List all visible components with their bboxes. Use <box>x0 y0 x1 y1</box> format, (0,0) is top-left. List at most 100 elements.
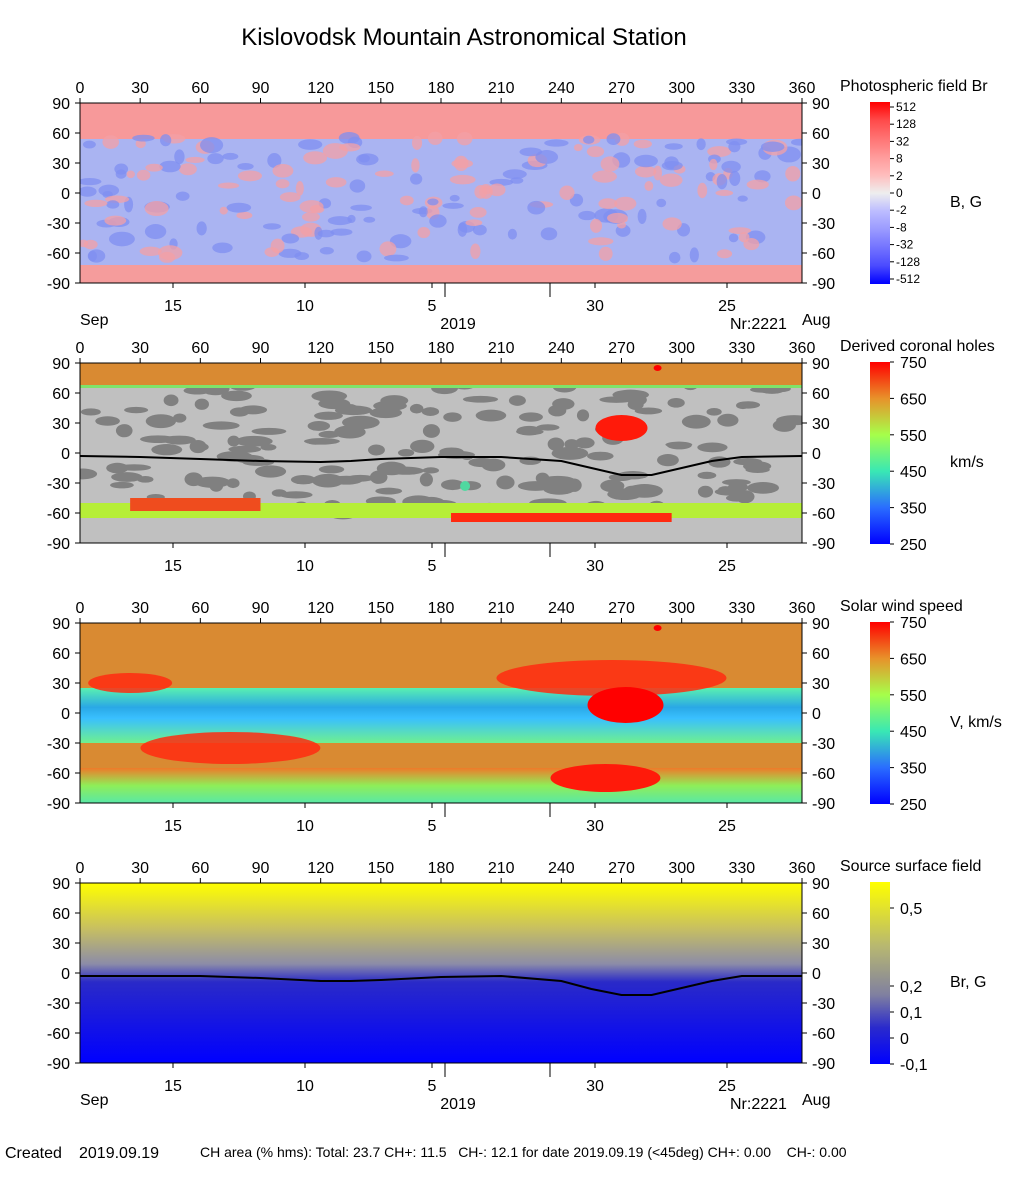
colorbar-tick-label: -2 <box>896 203 907 217</box>
field-patch <box>374 170 394 177</box>
lat-tick-label-left: 30 <box>52 936 70 953</box>
lon-tick-label: 180 <box>428 80 455 97</box>
colorbar-tick-label: -8 <box>896 220 907 234</box>
colorbar-tick-label: 512 <box>896 100 916 114</box>
colorbar-tick-label: -128 <box>896 255 920 269</box>
lat-tick-label-right: -30 <box>812 996 835 1013</box>
field-patch <box>379 241 397 257</box>
lat-tick-label-right: 0 <box>812 966 821 983</box>
small-coronal-hole <box>460 481 471 491</box>
unipolar-patch <box>440 479 465 491</box>
unipolar-patch <box>475 409 507 422</box>
lat-tick-label-right: -90 <box>812 276 835 293</box>
unipolar-patch <box>314 411 343 420</box>
field-patch <box>662 217 682 231</box>
colorbar-tick-label: 0,2 <box>900 979 922 996</box>
lat-tick-label-left: 90 <box>52 876 70 893</box>
unipolar-patch <box>388 466 424 475</box>
lat-tick-label-left: -30 <box>47 736 70 753</box>
lon-tick-label: 300 <box>668 860 695 877</box>
south-hole-fast <box>130 498 261 511</box>
lat-tick-label-right: 90 <box>812 616 830 633</box>
field-patch <box>472 224 487 236</box>
field-patch <box>82 140 96 149</box>
field-patch <box>569 193 584 207</box>
date-tick-label: 5 <box>428 1078 437 1095</box>
field-patch <box>80 239 89 248</box>
field-patch <box>784 195 802 211</box>
unipolar-patch <box>368 444 385 456</box>
field-patch <box>429 214 447 228</box>
field-patch <box>465 219 483 227</box>
field-patch <box>578 210 596 221</box>
panel-title: Source surface field <box>840 858 981 875</box>
field-patch <box>222 152 239 160</box>
lat-tick-label-left: -30 <box>47 216 70 233</box>
field-patch <box>317 229 335 238</box>
field-patch <box>363 216 376 223</box>
field-patch <box>338 132 360 145</box>
date-end-month: Aug <box>802 312 830 329</box>
date-end-month: Aug <box>802 1092 830 1109</box>
colorbar-tick-label: 0,5 <box>900 901 922 918</box>
field-patch <box>160 134 172 147</box>
field-patch <box>606 133 621 146</box>
field-patch <box>301 212 320 222</box>
colorbar-tick-label: 550 <box>900 688 927 705</box>
lat-tick-label-right: 30 <box>812 156 830 173</box>
lat-tick-label-right: 0 <box>812 186 821 203</box>
unipolar-patch <box>735 490 755 504</box>
lon-tick-label: 180 <box>428 860 455 877</box>
unipolar-patch <box>234 454 265 464</box>
unipolar-patch <box>706 408 722 416</box>
date-tick-label: 10 <box>296 298 314 315</box>
field-patch <box>80 186 97 197</box>
lon-tick-label: 150 <box>367 340 394 357</box>
unipolar-patch <box>124 406 149 414</box>
field-patch <box>418 206 428 218</box>
mid-latitude-coronal-hole <box>595 415 648 441</box>
colorbar-tick-label: 450 <box>900 464 927 481</box>
date-tick-label: 5 <box>428 558 437 575</box>
panel-title: Derived coronal holes <box>840 338 995 355</box>
unipolar-patch <box>290 475 316 485</box>
field-patch <box>322 143 348 159</box>
field-patch <box>696 138 706 151</box>
panel-4-map <box>80 883 802 1063</box>
field-patch <box>327 216 353 226</box>
field-patch <box>573 143 583 152</box>
lon-tick-label: 330 <box>728 600 755 617</box>
unipolar-patch <box>80 468 98 480</box>
lon-tick-label: 150 <box>367 860 394 877</box>
unipolar-patch <box>439 447 464 457</box>
field-patch <box>174 149 185 165</box>
colorbar-tick-label: 250 <box>900 797 927 814</box>
field-patch <box>384 254 409 262</box>
field-patch <box>583 135 595 144</box>
field-patch <box>709 158 718 171</box>
unipolar-patch <box>145 414 177 429</box>
unipolar-patch <box>260 443 277 451</box>
unipolar-patch <box>575 437 595 449</box>
polar-spot <box>653 365 662 371</box>
field-patch <box>592 170 617 183</box>
colorbar-tick-label: 350 <box>900 501 927 518</box>
field-patch <box>80 178 102 186</box>
colorbar <box>870 362 890 544</box>
lat-tick-label-right: -60 <box>812 1026 835 1043</box>
lon-tick-label: 240 <box>548 600 575 617</box>
unipolar-patch <box>375 487 403 495</box>
field-patch <box>144 201 169 217</box>
date-tick-label: 15 <box>164 818 182 835</box>
field-patch <box>298 139 323 150</box>
footer-ch-area: CH area (% hms): Total: 23.7 CH+: 11.5 C… <box>200 1144 847 1160</box>
lon-tick-label: 180 <box>428 600 455 617</box>
lat-tick-label-left: 60 <box>52 906 70 923</box>
lat-tick-label-right: 60 <box>812 646 830 663</box>
field-patch <box>267 153 282 168</box>
colorbar-tick-label: 650 <box>900 391 927 408</box>
field-patch <box>728 227 752 234</box>
unipolar-patch <box>667 398 685 408</box>
colorbar-tick-label: 350 <box>900 761 927 778</box>
lon-tick-label: 60 <box>191 860 209 877</box>
